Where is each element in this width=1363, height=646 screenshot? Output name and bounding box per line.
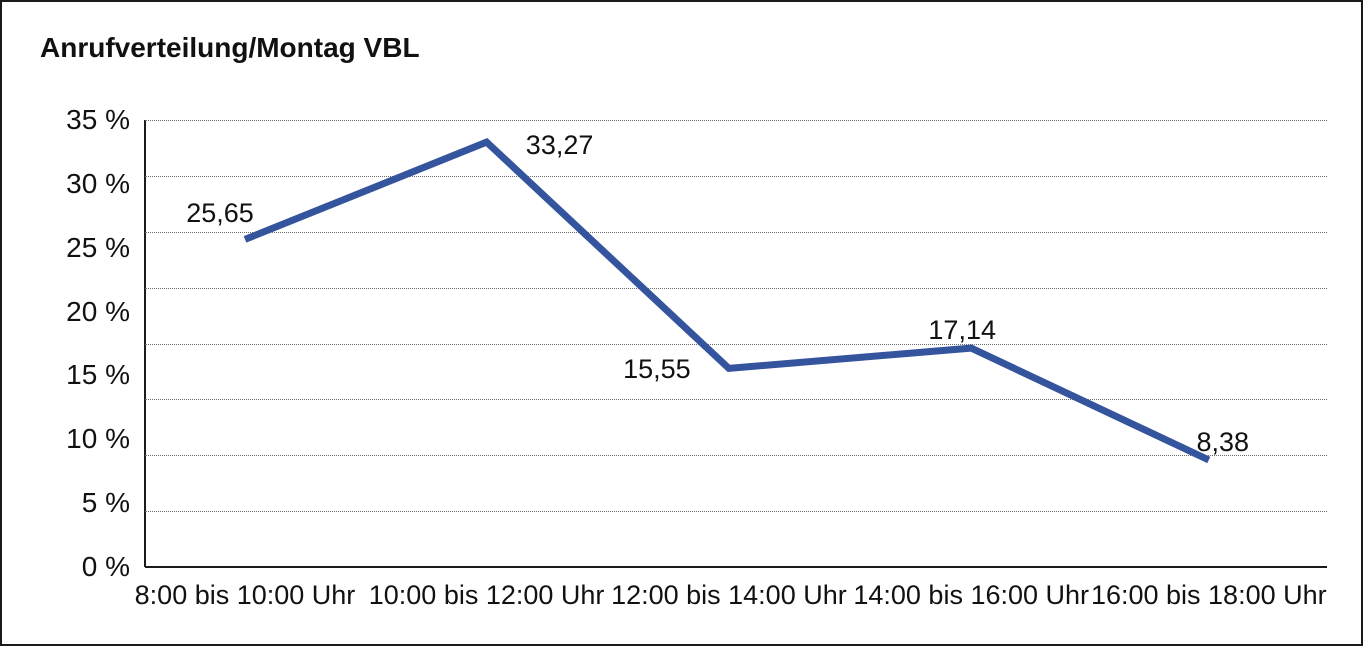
x-tick-label: 14:00 bis 16:00 Uhr <box>853 580 1090 610</box>
x-axis-line <box>145 566 1327 568</box>
data-point-label: 17,14 <box>928 315 996 346</box>
x-tick-label: 12:00 bis 14:00 Uhr <box>611 580 847 610</box>
y-tick-label: 5 % <box>81 487 130 519</box>
y-tick-label: 30 % <box>66 167 130 199</box>
y-tick-label: 10 % <box>66 423 130 455</box>
data-point-label: 33,27 <box>525 130 594 161</box>
chart-title: Anrufverteilung/Montag VBL <box>40 32 420 63</box>
gridline <box>145 399 1327 401</box>
y-tick-label: 15 % <box>66 359 130 391</box>
gridline <box>145 120 1327 121</box>
y-tick-label: 0 % <box>81 551 130 582</box>
x-tick-label: 8:00 bis 10:00 Uhr <box>134 580 356 610</box>
gridline <box>145 287 1327 289</box>
y-tick-label: 20 % <box>66 295 130 327</box>
y-tick-label: 35 % <box>66 104 130 135</box>
x-tick-label: 10:00 bis 12:00 Uhr <box>368 580 605 610</box>
gridline <box>145 343 1327 345</box>
gridline <box>145 231 1327 233</box>
plot-area <box>144 120 1327 568</box>
gridline <box>145 511 1327 513</box>
gridline <box>145 175 1327 177</box>
x-tick-label: 16:00 bis 18:00 Uhr <box>1090 580 1327 610</box>
gridline <box>145 455 1327 457</box>
data-point-label: 25,65 <box>186 198 254 229</box>
data-point-label: 15,55 <box>623 354 691 385</box>
y-tick-label: 25 % <box>66 231 130 263</box>
data-point-label: 8,38 <box>1196 426 1250 457</box>
